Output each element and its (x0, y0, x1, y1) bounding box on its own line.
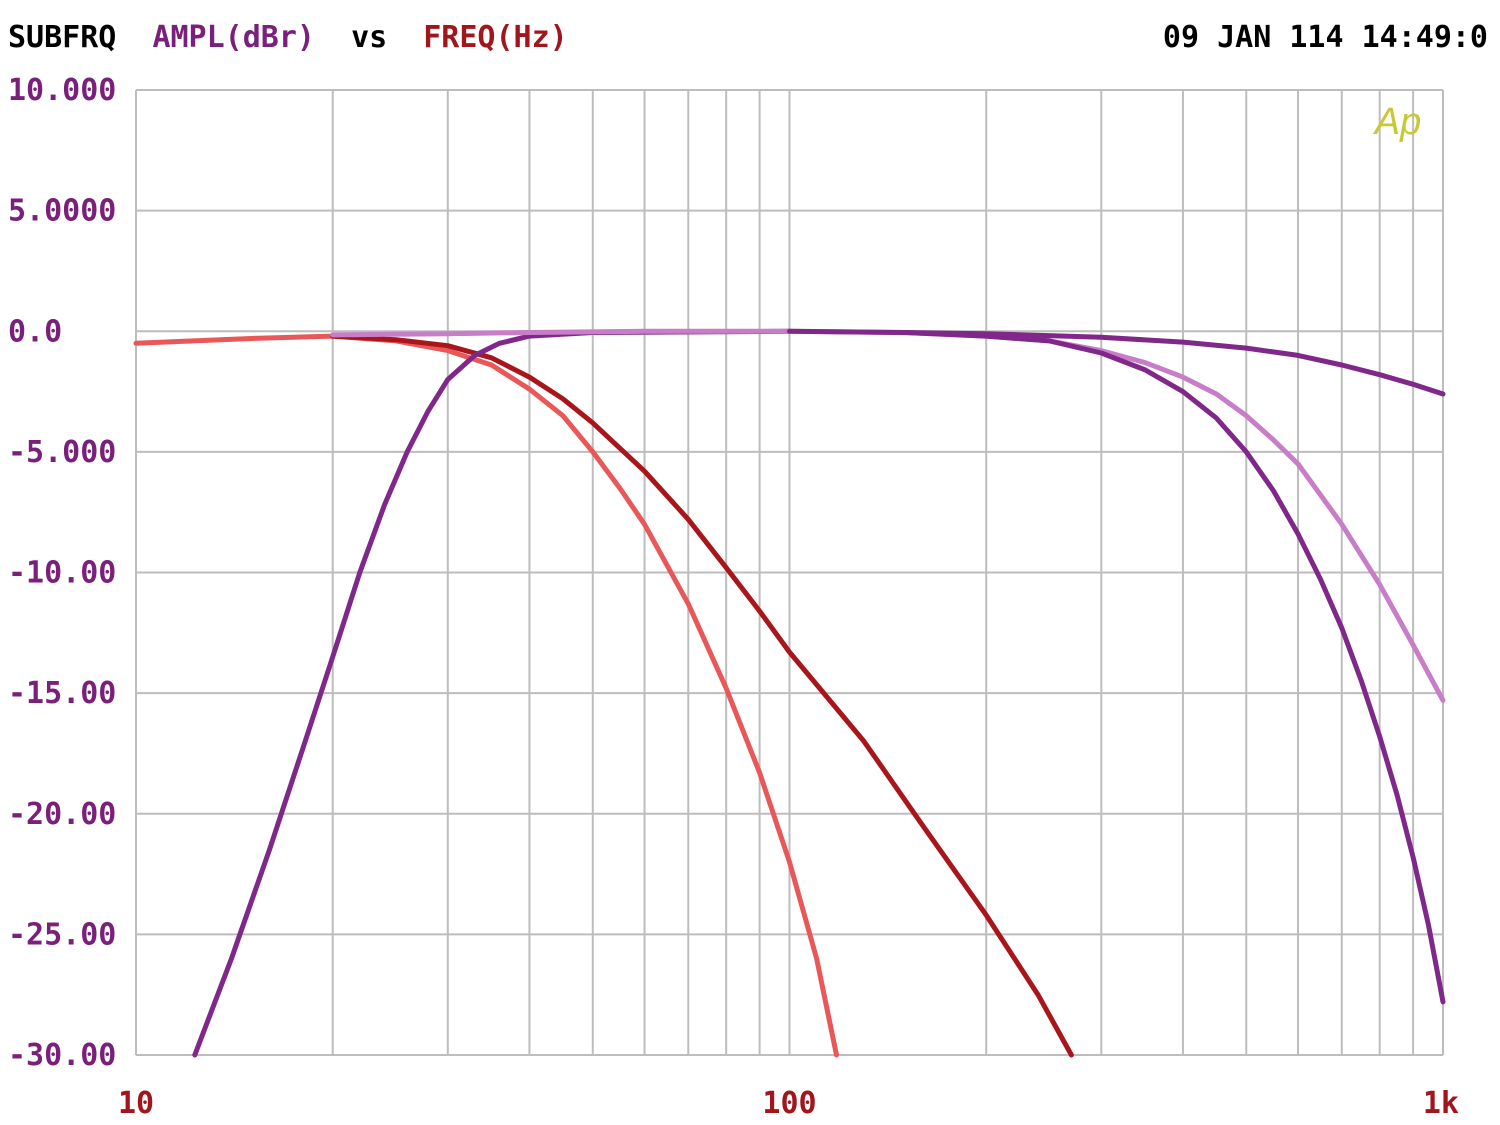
y-tick-label: -5.000 (8, 435, 116, 470)
y-axis-ticks: 10.000 5.0000 0.0 -5.000 -10.00 -15.00 -20.00 -… (8, 73, 116, 1073)
ap-logo: Ap (1373, 101, 1421, 143)
y-tick-label: -15.00 (8, 676, 116, 711)
header-timestamp: 09 JAN 114 14:49:0 (1163, 20, 1488, 55)
series-line-5 (787, 328, 1446, 1005)
x-tick-label: 1k (1423, 1086, 1459, 1121)
series-line-3 (192, 328, 792, 1058)
y-tick-label: 0.0 (8, 314, 62, 349)
series-line-6 (902, 330, 1446, 397)
x-tick-label: 100 (762, 1086, 816, 1121)
header-vs: vs (351, 20, 387, 55)
series-line-4 (330, 328, 1446, 703)
y-tick-label: 10.000 (8, 73, 116, 108)
plot-grid (135, 89, 1444, 1056)
plot-series (133, 328, 1446, 1058)
y-tick-label: -25.00 (8, 917, 116, 952)
header-x-quantity: FREQ(Hz) (423, 20, 568, 55)
y-tick-label: -10.00 (8, 556, 116, 591)
header-y-quantity: AMPL(dBr) (152, 20, 315, 55)
chart-header: SUBFRQ AMPL(dBr) vs FREQ(Hz) (8, 20, 568, 55)
y-tick-label: -30.00 (8, 1038, 116, 1073)
x-tick-label: 10 (118, 1086, 154, 1121)
x-axis-ticks: 10 100 1k (118, 1086, 1459, 1121)
header-program: SUBFRQ (8, 20, 116, 55)
y-tick-label: -20.00 (8, 797, 116, 832)
y-tick-label: 5.0000 (8, 194, 116, 229)
